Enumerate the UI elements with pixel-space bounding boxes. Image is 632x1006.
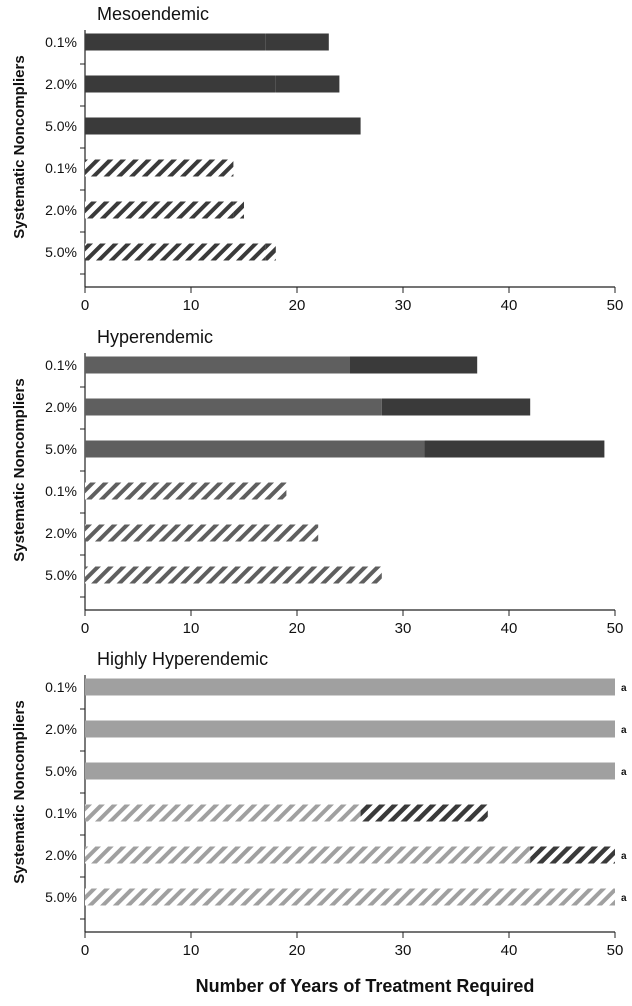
y-axis-label: Systematic Noncompliers bbox=[11, 55, 28, 238]
bar-segment-base bbox=[85, 398, 382, 416]
bar-segment-additional bbox=[297, 117, 361, 135]
y-axis-label: Systematic Noncompliers bbox=[11, 378, 28, 561]
bar-segment-additional bbox=[265, 33, 329, 51]
chart-panel-3: Highly Hyperendemic Systematic Noncomplie… bbox=[11, 649, 627, 996]
bar-annotation: a bbox=[621, 683, 627, 694]
x-tick-label: 0 bbox=[81, 942, 89, 959]
bar-segment-base bbox=[85, 566, 382, 584]
bar-segment-base bbox=[85, 75, 276, 93]
x-tick-label: 30 bbox=[395, 297, 412, 314]
bar-segment-base bbox=[85, 440, 425, 458]
x-tick-label: 50 bbox=[607, 620, 624, 637]
x-tick-label: 50 bbox=[607, 297, 624, 314]
x-tick-label: 40 bbox=[501, 942, 518, 959]
x-tick-label: 0 bbox=[81, 620, 89, 637]
bar-annotation: a bbox=[621, 893, 627, 904]
x-tick-label: 30 bbox=[395, 942, 412, 959]
bar-segment-additional bbox=[265, 243, 276, 261]
x-tick-label: 10 bbox=[183, 620, 200, 637]
category-label: 0.1% bbox=[45, 679, 77, 695]
chart-panel-1: Mesoendemic Systematic Noncompliers 0.1% 2.… bbox=[11, 4, 623, 314]
category-label: 5.0% bbox=[45, 567, 77, 583]
bar-segment-additional bbox=[275, 75, 340, 93]
bar-annotation: a bbox=[621, 851, 627, 862]
category-label: 2.0% bbox=[45, 202, 77, 218]
bar-segment-base bbox=[85, 243, 266, 261]
bar-segment-additional bbox=[233, 201, 244, 219]
category-label: 2.0% bbox=[45, 847, 77, 863]
x-tick-label: 0 bbox=[81, 297, 89, 314]
category-label: 5.0% bbox=[45, 763, 77, 779]
bar-segment-base bbox=[85, 678, 615, 696]
category-label: 2.0% bbox=[45, 525, 77, 541]
x-tick-label: 30 bbox=[395, 620, 412, 637]
bar-segment-base bbox=[85, 159, 234, 177]
bar-segment-base bbox=[85, 804, 361, 822]
y-axis-label: Systematic Noncompliers bbox=[11, 700, 28, 883]
category-label: 0.1% bbox=[45, 805, 77, 821]
category-label: 5.0% bbox=[45, 889, 77, 905]
category-label: 0.1% bbox=[45, 34, 77, 50]
bar-segment-base bbox=[85, 201, 234, 219]
bar-segment-base bbox=[85, 524, 319, 542]
category-label: 2.0% bbox=[45, 399, 77, 415]
bar-annotation: a bbox=[621, 767, 627, 778]
category-label: 2.0% bbox=[45, 721, 77, 737]
chart-panel-2: Hyperendemic Systematic Noncompliers 0.1% 2… bbox=[11, 327, 623, 637]
panel-title: Highly Hyperendemic bbox=[97, 649, 268, 669]
x-tick-label: 40 bbox=[501, 620, 518, 637]
bar-segment-additional bbox=[530, 846, 615, 864]
x-tick-label: 20 bbox=[289, 297, 306, 314]
bar-segment-base bbox=[85, 117, 297, 135]
x-tick-label: 40 bbox=[501, 297, 518, 314]
bar-segment-additional bbox=[424, 440, 605, 458]
category-label: 0.1% bbox=[45, 357, 77, 373]
bar-annotation: a bbox=[621, 725, 627, 736]
bar-segment-base bbox=[85, 888, 615, 906]
category-label: 5.0% bbox=[45, 118, 77, 134]
bar-segment-base bbox=[85, 720, 615, 738]
category-label: 0.1% bbox=[45, 483, 77, 499]
bar-segment-base bbox=[85, 846, 531, 864]
x-tick-label: 10 bbox=[183, 942, 200, 959]
bar-segment-base bbox=[85, 33, 266, 51]
bar-segment-base bbox=[85, 482, 287, 500]
panel-title: Hyperendemic bbox=[97, 327, 213, 347]
bar-segment-additional bbox=[350, 356, 478, 374]
bar-segment-additional bbox=[360, 804, 488, 822]
bar-segment-additional bbox=[381, 398, 531, 416]
category-label: 5.0% bbox=[45, 441, 77, 457]
x-tick-label: 20 bbox=[289, 620, 306, 637]
category-label: 2.0% bbox=[45, 76, 77, 92]
category-label: 5.0% bbox=[45, 244, 77, 260]
panel-title: Mesoendemic bbox=[97, 4, 209, 24]
x-tick-label: 20 bbox=[289, 942, 306, 959]
x-tick-label: 50 bbox=[607, 942, 624, 959]
x-tick-label: 10 bbox=[183, 297, 200, 314]
x-axis-label: Number of Years of Treatment Required bbox=[196, 976, 535, 996]
category-label: 0.1% bbox=[45, 160, 77, 176]
bar-segment-base bbox=[85, 356, 350, 374]
bar-segment-base bbox=[85, 762, 615, 780]
